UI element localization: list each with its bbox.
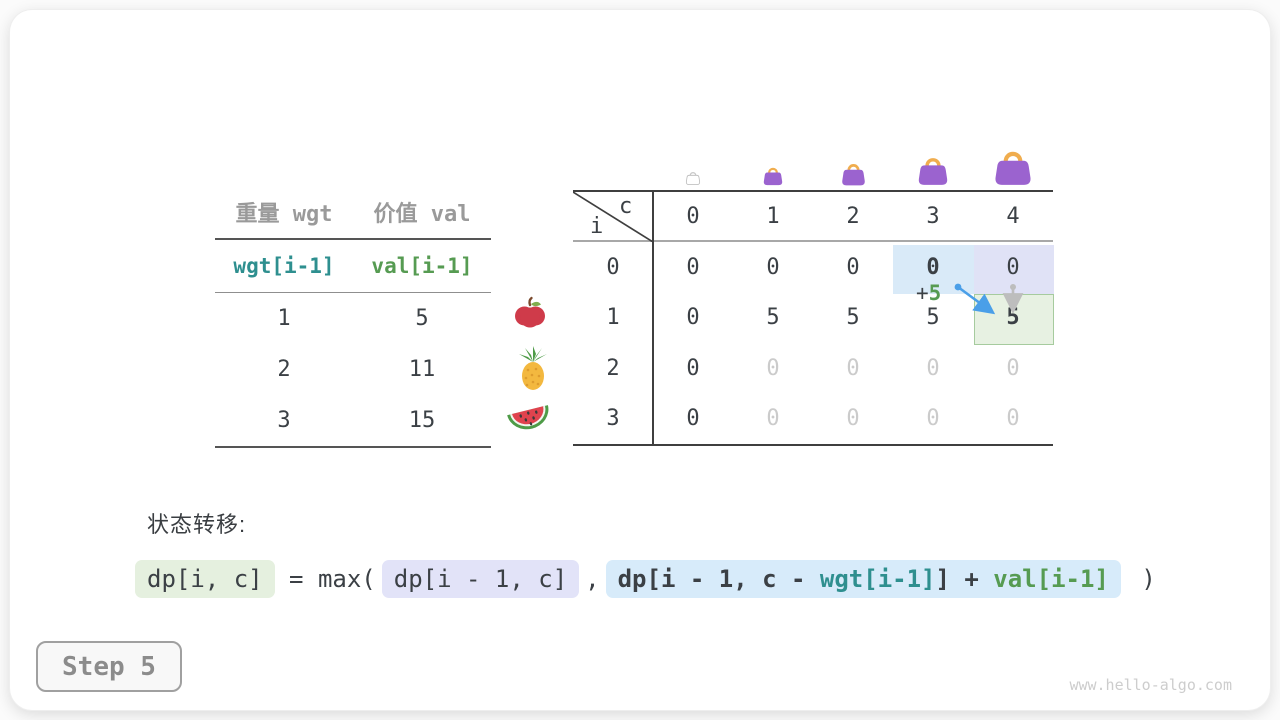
dp-row-header: 3	[606, 406, 620, 432]
bag-empty-icon	[685, 172, 701, 185]
dp-cell: 0	[846, 355, 860, 381]
apple-icon	[515, 296, 545, 328]
formula-token: dp[i - 1, c -	[617, 565, 820, 593]
formula-lhs-box: dp[i, c]	[135, 560, 275, 598]
close-paren: )	[1126, 565, 1156, 593]
dp-cell: 0	[686, 305, 700, 331]
weight-col-header: 重量 wgt	[235, 202, 333, 227]
formula-token: wgt[i-1]	[819, 565, 936, 593]
pineapple-icon	[519, 346, 547, 390]
formula-arg1-box: dp[i - 1, c]	[381, 560, 580, 598]
dp-row-header: 2	[606, 355, 620, 381]
dp-col-header: 1	[766, 203, 780, 229]
formula-token: val[i-1]	[993, 565, 1109, 593]
dp-cell: 5	[926, 305, 940, 331]
max-open: max(	[317, 565, 376, 593]
watermark: www.hello-algo.com	[1069, 676, 1232, 694]
value-col-header: 价值 val	[373, 202, 471, 227]
plus-five-annotation: +5	[916, 281, 942, 305]
transition-label: 状态转移:	[147, 512, 247, 537]
bag-small-icon	[763, 167, 783, 186]
diagonal-line	[573, 192, 653, 242]
bag-xlarge-icon	[995, 151, 1031, 185]
dp-corner-cell: c i	[573, 192, 653, 242]
corner-col-label: c	[619, 194, 633, 219]
step-button[interactable]: Step 5	[36, 641, 182, 692]
formula-token: ] +	[935, 565, 994, 593]
dp-cell: 0	[926, 406, 940, 432]
dp-body: 0 0 0 0 0 0 1 0 5 5 5 5 2 0 0 0 0 0 3 0 0 0 0 0	[573, 242, 1053, 444]
corner-row-label: i	[590, 214, 604, 239]
val-index-label: val[i-1]	[371, 254, 473, 278]
dp-cell: 5	[766, 305, 780, 331]
bag-medium-icon	[842, 164, 865, 186]
items-index-row: wgt[i-1] val[i-1]	[215, 240, 491, 293]
items-cell: 1	[277, 306, 291, 331]
dp-row: 3 0 0 0 0 0	[573, 394, 1053, 445]
items-row: 2 11	[215, 344, 491, 395]
dp-cell: 0	[766, 355, 780, 381]
dp-cell: 0	[846, 406, 860, 432]
dp-cell: 5	[1006, 305, 1020, 331]
dp-cell: 0	[686, 355, 700, 381]
dp-table: c i 0 1 2 3 4 0 0 0 0 0 0 1 0 5 5 5 5 2 0 0 0 0 0 3 0 0 0 0 0	[573, 190, 1053, 446]
dp-cell: 0	[926, 355, 940, 381]
dp-row: 2 0 0 0 0 0	[573, 343, 1053, 394]
items-cell: 15	[408, 408, 436, 433]
dp-cell: 0	[766, 406, 780, 432]
items-cell: 3	[277, 408, 291, 433]
step-label: Step 5	[62, 651, 156, 682]
dp-cell: 0	[686, 254, 700, 280]
items-cell: 2	[277, 357, 291, 382]
dp-table-divider	[652, 192, 654, 444]
items-cell: 5	[415, 306, 429, 331]
dp-col-headers: 0 1 2 3 4	[653, 192, 1053, 240]
dp-cell: 0	[846, 254, 860, 280]
transition-formula: dp[i, c] = max( dp[i - 1, c] , dp[i - 1,…	[135, 560, 1156, 598]
items-cell: 11	[408, 357, 436, 382]
bag-large-icon	[918, 158, 948, 185]
dp-cell: 0	[766, 254, 780, 280]
dp-row: 0 0 0 0 0 0	[573, 242, 1053, 293]
dp-table-header: c i 0 1 2 3 4	[573, 192, 1053, 242]
dp-cell: 0	[1006, 355, 1020, 381]
dp-col-header: 4	[1006, 203, 1020, 229]
dp-cell: 0	[1006, 254, 1020, 280]
dp-cell: 0	[1006, 406, 1020, 432]
items-table: 重量 wgt 价值 val wgt[i-1] val[i-1] 1 5 2 11 3 15	[215, 186, 491, 448]
dp-cell: 0	[686, 406, 700, 432]
dp-cell: 0	[926, 254, 940, 280]
dp-row-header: 1	[606, 305, 620, 331]
dp-col-header: 3	[926, 203, 940, 229]
wgt-index-label: wgt[i-1]	[233, 254, 335, 278]
items-table-header: 重量 wgt 价值 val	[215, 186, 491, 240]
equals-sign: =	[274, 565, 318, 593]
items-row: 3 15	[215, 395, 491, 446]
dp-col-header: 2	[846, 203, 860, 229]
items-rows: 1 5 2 11 3 15	[215, 293, 491, 448]
formula-arg2-box: dp[i - 1, c - wgt[i-1]] + val[i-1]	[605, 560, 1121, 598]
dp-row: 1 0 5 5 5 5	[573, 293, 1053, 344]
dp-row-header: 0	[606, 254, 620, 280]
watermelon-icon	[507, 405, 549, 430]
dp-col-header: 0	[686, 203, 700, 229]
dp-cell: 5	[846, 305, 860, 331]
comma: ,	[585, 565, 600, 593]
